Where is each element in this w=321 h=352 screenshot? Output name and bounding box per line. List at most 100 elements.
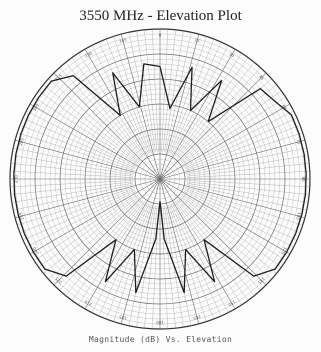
grid-spoke [162, 29, 176, 153]
grid-spoke [179, 196, 272, 280]
grid-spoke [186, 180, 310, 188]
grid-spoke [177, 67, 261, 160]
grid-spoke [168, 204, 207, 322]
grid-spoke [59, 198, 143, 291]
grid-spoke [162, 205, 176, 329]
grid-spoke [10, 170, 134, 178]
grid-spoke [17, 132, 135, 171]
grid-spoke [11, 155, 134, 175]
grid-spoke [177, 198, 261, 291]
grid-spoke [71, 57, 145, 158]
grid-spoke [159, 48, 236, 180]
grid-spoke [43, 84, 140, 163]
grid-spoke [184, 117, 298, 169]
angle-tick-label: 105 [295, 212, 302, 221]
grid-spoke [13, 184, 134, 211]
grid-spoke [91, 202, 148, 313]
grid-spoke [10, 180, 134, 188]
grid-spoke [159, 178, 236, 310]
grid-spoke [136, 30, 156, 153]
angle-tick-label: 15 [194, 37, 201, 43]
grid-spoke [38, 90, 139, 164]
grid-spoke [106, 38, 151, 154]
chart-caption: Magnitude (dB) Vs. Elevation [88, 335, 233, 344]
polar-plot: 0 15 30 45 60 75 90 105 120 135 150 165 180 195 210 225… [9, 28, 311, 330]
grid-spoke [13, 147, 134, 174]
angle-tick-label: 345 [119, 37, 128, 44]
angle-tick-label: 330 [84, 50, 94, 58]
grid-spoke [38, 194, 139, 268]
grid-spoke [84, 178, 161, 310]
grid-spoke [113, 36, 152, 154]
grid-spoke [183, 191, 294, 248]
angle-tick-label: 270 [14, 175, 19, 183]
grid-spoke [22, 117, 136, 169]
grid-spoke [26, 191, 137, 248]
grid-spoke [175, 200, 249, 301]
angle-tick-label: 165 [192, 314, 201, 321]
grid-spoke [186, 163, 310, 177]
grid-spoke [185, 188, 301, 233]
grid-spoke [113, 204, 152, 322]
grid-spoke [180, 84, 277, 163]
angle-tick-label: 150 [227, 299, 237, 307]
grid-spoke [26, 110, 137, 167]
grid-spoke [159, 139, 305, 180]
polar-grid [9, 28, 311, 330]
angle-tick-label: 195 [118, 314, 127, 321]
grid-spoke [78, 201, 146, 305]
angle-tick-label: 0 [159, 33, 162, 38]
grid-spoke [165, 205, 192, 326]
angle-tick-label: 225 [54, 276, 63, 285]
angle-tick-label: 135 [257, 276, 266, 285]
grid-spoke [128, 32, 155, 153]
grid-spoke [151, 29, 159, 153]
grid-spoke [91, 45, 148, 156]
grid-spoke [186, 170, 310, 178]
grid-spoke [98, 203, 150, 317]
grid-spoke [172, 45, 229, 156]
grid-spoke [59, 67, 143, 160]
grid-spoke [174, 201, 242, 305]
grid-spoke [53, 178, 161, 286]
grid-spoke [181, 90, 282, 164]
grid-spoke [15, 178, 161, 219]
grid-spoke [15, 139, 161, 180]
grid-spoke [185, 132, 303, 171]
grid-spoke [172, 202, 229, 313]
grid-spoke [10, 163, 134, 177]
grid-spoke [34, 97, 138, 165]
grid-spoke [144, 205, 158, 329]
angle-tick-label: 180 [156, 320, 164, 325]
grid-spoke [71, 200, 145, 301]
grid-spoke [185, 187, 303, 226]
angle-tick-label: 285 [18, 137, 25, 146]
grid-spoke [106, 204, 151, 320]
grid-spoke [159, 178, 305, 219]
grid-spoke [53, 72, 161, 180]
grid-spoke [175, 57, 249, 158]
angle-tick-labels: 0 15 30 45 60 75 90 105 120 135 150 165 180 195 210 225… [14, 33, 306, 325]
grid-spoke [11, 183, 134, 203]
grid-spoke [186, 181, 310, 195]
grid-spoke [159, 72, 267, 180]
grid-spoke [29, 178, 161, 255]
angle-tick-label: 255 [18, 211, 25, 220]
grid-spoke [164, 30, 184, 153]
grid-spoke [183, 110, 294, 167]
grid-spoke [120, 178, 161, 324]
grid-spoke [159, 178, 200, 324]
angle-tick-label: 90 [301, 176, 306, 182]
grid-spoke [48, 78, 141, 162]
grid-spoke [170, 41, 222, 155]
grid-spoke [65, 62, 144, 159]
angle-tick-label: 300 [32, 102, 40, 112]
grid-spoke [159, 178, 291, 255]
grid-spoke [161, 29, 169, 153]
grid-spoke [17, 187, 135, 226]
grid-spoke [22, 189, 136, 241]
grid-spoke [182, 193, 286, 261]
grid-spoke [181, 194, 282, 268]
grid-spoke [169, 204, 214, 320]
